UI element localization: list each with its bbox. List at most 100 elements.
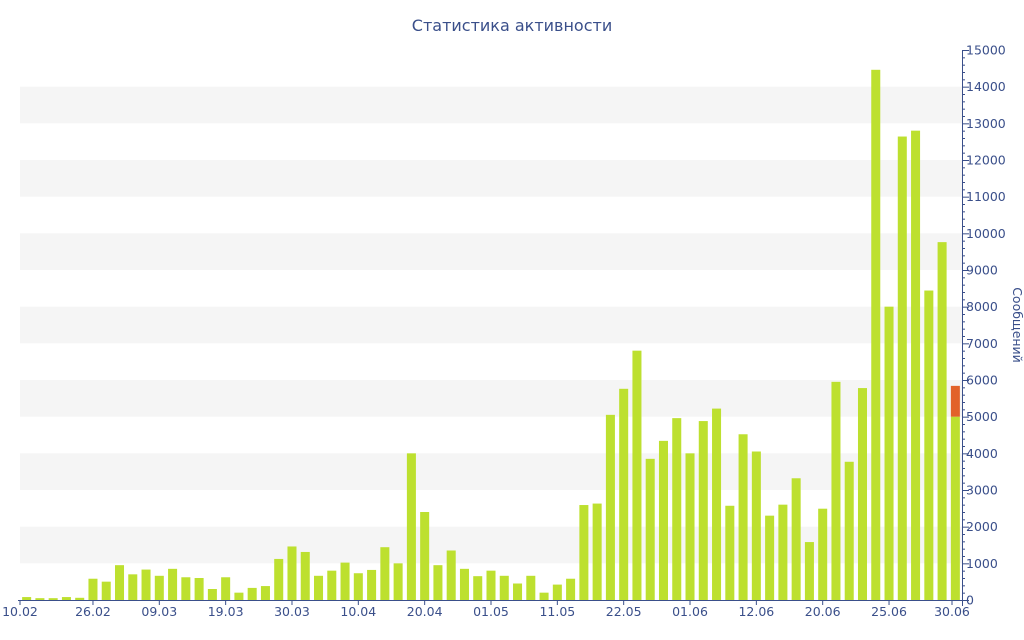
bar [738, 434, 748, 600]
bar [88, 578, 98, 600]
bar [831, 381, 841, 600]
bar [75, 597, 85, 600]
bar [207, 589, 217, 600]
bar [128, 574, 138, 600]
bar [194, 578, 204, 600]
bar [605, 414, 615, 600]
y-tick-label: 6000 [966, 373, 998, 388]
bar [314, 575, 324, 600]
bar [844, 461, 854, 600]
bar [765, 515, 775, 600]
bar [459, 568, 469, 600]
y-axis-title: Сообщений [1010, 287, 1024, 363]
bar [592, 503, 602, 600]
bar [818, 508, 828, 600]
bar [566, 578, 576, 600]
bar [406, 453, 416, 600]
y-tick-label: 8000 [966, 299, 998, 314]
bar [513, 583, 523, 600]
bar [260, 586, 270, 600]
bar [539, 592, 549, 600]
x-tick-label: 01.05 [473, 604, 509, 619]
grid-band [20, 233, 962, 270]
bar [154, 575, 164, 600]
y-axis: 0 1000 2000 3000 4000 5000 6000 7000 8000 9000 100… [962, 43, 1006, 608]
y-tick-label: 9000 [966, 263, 998, 278]
bar [924, 290, 934, 600]
x-tick-label: 30.06 [934, 604, 970, 619]
bar [48, 598, 58, 600]
bar [751, 451, 761, 600]
y-tick-label: 0 [966, 593, 974, 608]
bar [871, 69, 881, 601]
bar [181, 577, 191, 600]
bar [499, 575, 509, 600]
y-tick-label: 7000 [966, 336, 998, 351]
bar [380, 547, 390, 600]
y-tick-label: 11000 [966, 189, 1006, 204]
bar [327, 570, 337, 600]
bar [672, 418, 682, 600]
chart-title: Статистика активности [412, 16, 612, 35]
bar [725, 505, 735, 600]
bar [897, 136, 907, 601]
bar [698, 421, 708, 600]
bar [274, 558, 284, 600]
bar [168, 568, 178, 600]
bar [287, 546, 297, 600]
y-tick-label: 1000 [966, 556, 998, 571]
grid-band [20, 86, 962, 124]
bar [937, 242, 947, 600]
grid-band [20, 160, 962, 197]
bar [579, 505, 589, 600]
bar-series [22, 69, 960, 601]
bar [791, 478, 801, 600]
bar [420, 512, 430, 600]
bar-highlight [950, 385, 960, 417]
y-tick-label: 4000 [966, 446, 998, 461]
bar [486, 570, 496, 600]
bar [778, 504, 788, 600]
bar [857, 388, 868, 600]
x-tick-label: 01.06 [672, 604, 708, 619]
x-tick-label: 22.05 [606, 604, 642, 619]
bar [367, 569, 377, 600]
x-axis: 10.02 26.02 09.03 19.03 30.03 10.04 20.04 01.05… [2, 600, 970, 619]
bar [141, 569, 151, 600]
x-tick-label: 10.04 [340, 604, 376, 619]
y-tick-label: 15000 [966, 43, 1006, 58]
bar [247, 587, 257, 600]
bar [712, 408, 722, 600]
bar [950, 416, 960, 600]
bar [658, 440, 668, 600]
x-tick-label: 30.03 [274, 604, 310, 619]
x-tick-label: 25.06 [871, 604, 907, 619]
grid-band [20, 380, 962, 417]
x-tick-label: 10.02 [2, 604, 38, 619]
bar [35, 598, 45, 600]
bar [340, 562, 350, 600]
x-tick-label: 09.03 [141, 604, 177, 619]
bar [632, 350, 642, 600]
x-tick-label: 11.05 [539, 604, 575, 619]
y-tick-label: 12000 [966, 153, 1006, 168]
x-tick-label: 12.06 [738, 604, 774, 619]
bar [552, 584, 562, 600]
grid-bands [20, 86, 962, 564]
bar [619, 388, 629, 600]
bar [22, 597, 32, 600]
y-tick-label: 5000 [966, 409, 998, 424]
bar [433, 565, 443, 600]
x-tick-label: 26.02 [75, 604, 111, 619]
y-tick-label: 10000 [966, 226, 1006, 241]
bar [804, 542, 814, 600]
y-tick-label: 14000 [966, 79, 1006, 94]
x-tick-label: 19.03 [208, 604, 244, 619]
x-tick-label: 20.06 [805, 604, 841, 619]
y-tick-label: 3000 [966, 483, 998, 498]
bar [234, 592, 244, 600]
bar [911, 130, 921, 600]
bar [446, 550, 456, 600]
bar [101, 581, 111, 600]
